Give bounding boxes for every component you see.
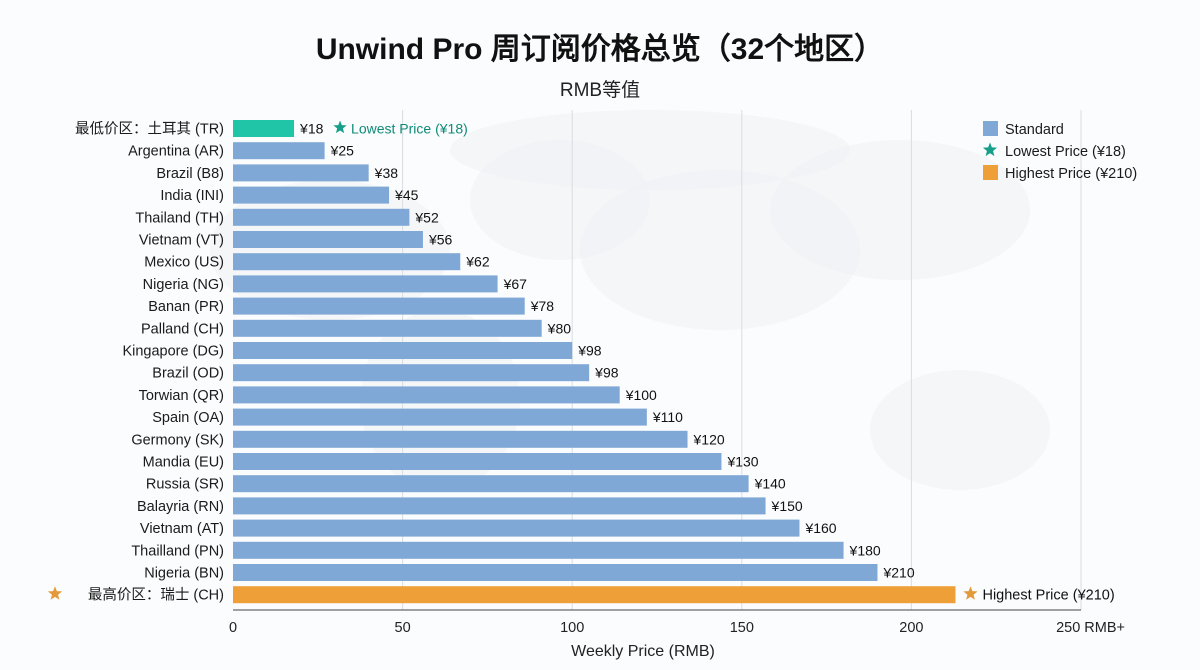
lowest-price-annotation: Lowest Price (¥18) xyxy=(351,121,468,137)
bar-standard xyxy=(233,342,573,359)
value-label: ¥62 xyxy=(465,254,490,270)
value-label: ¥52 xyxy=(414,209,439,225)
bar-standard xyxy=(233,253,461,271)
value-label: ¥130 xyxy=(726,454,758,470)
legend-label: Highest Price (¥210) xyxy=(1005,166,1137,182)
legend-swatch xyxy=(983,121,998,136)
value-label: ¥67 xyxy=(503,276,528,292)
map-shape xyxy=(770,140,1030,280)
category-label: Torwian (QR) xyxy=(139,388,224,404)
bar-highest xyxy=(233,586,956,604)
highest-price-annotation: Highest Price (¥210) xyxy=(982,588,1114,604)
value-label: ¥150 xyxy=(771,498,803,514)
bars xyxy=(233,120,956,604)
bar-standard xyxy=(233,208,410,226)
category-label: Germony (SK) xyxy=(131,432,224,448)
value-label: ¥180 xyxy=(849,542,881,558)
value-label: ¥140 xyxy=(754,476,786,492)
bar-standard xyxy=(233,541,844,559)
category-label: Brazil (B8) xyxy=(156,166,224,182)
value-label: ¥110 xyxy=(652,409,683,425)
value-label: ¥98 xyxy=(594,365,619,381)
value-label: ¥45 xyxy=(394,187,419,203)
annotations: Lowest Price (¥18) Highest Price (¥210) xyxy=(333,120,1115,604)
category-label: Banan (PR) xyxy=(148,299,224,315)
category-label: Vietnam (VT) xyxy=(139,233,224,249)
value-label: ¥38 xyxy=(374,165,399,181)
bar-lowest xyxy=(233,120,295,137)
bar-standard xyxy=(233,453,722,470)
bar-standard xyxy=(233,297,525,315)
x-axis-label: Weekly Price (RMB) xyxy=(571,643,715,660)
bar-standard xyxy=(233,275,498,293)
value-label: ¥18 xyxy=(299,121,324,137)
category-label: Thailand (TH) xyxy=(135,210,224,226)
x-tick-label: 50 xyxy=(395,620,411,636)
bar-standard xyxy=(233,497,766,515)
category-label: Spain (OA) xyxy=(152,410,224,426)
legend-label: Lowest Price (¥18) xyxy=(1005,144,1126,160)
y-axis-labels: 最低价区：土耳其 (TR) Argentina (AR) Brazil (B8) In… xyxy=(47,121,224,604)
x-axis: 0 50 100 150 200 250 RMB+ Weekly Price (RMB) xyxy=(229,609,1125,660)
x-tick-label: 200 xyxy=(899,620,923,636)
bar-standard xyxy=(233,386,620,404)
chart-subtitle: RMB等值 xyxy=(559,80,641,101)
bar-standard xyxy=(233,231,423,248)
map-shape xyxy=(870,370,1050,490)
map-shape xyxy=(450,110,850,190)
star-icon xyxy=(963,586,978,600)
legend-star-icon xyxy=(982,142,998,157)
bar-standard xyxy=(233,319,542,337)
value-label: ¥78 xyxy=(530,298,555,314)
value-label: ¥80 xyxy=(547,320,572,336)
legend-label: Standard xyxy=(1005,122,1064,138)
category-label: Kingapore (DG) xyxy=(122,344,224,360)
x-tick-label: 0 xyxy=(229,620,237,636)
bar-standard xyxy=(233,142,325,160)
category-label: 最高价区：瑞士 (CH) xyxy=(88,587,224,604)
value-label: ¥160 xyxy=(804,520,836,536)
bar-standard xyxy=(233,164,369,182)
value-label: ¥25 xyxy=(330,143,355,159)
category-label: Palland (CH) xyxy=(141,321,224,337)
category-label: India (INI) xyxy=(160,188,224,204)
legend-swatch xyxy=(983,165,998,180)
category-label: Vietnam (AT) xyxy=(140,521,224,537)
bar-standard xyxy=(233,475,749,493)
category-label: Argentina (AR) xyxy=(128,144,224,160)
category-label: Nigeria (BN) xyxy=(144,566,224,582)
value-label: ¥56 xyxy=(428,232,453,248)
bar-standard xyxy=(233,430,688,448)
category-label: Thailland (PN) xyxy=(131,543,224,559)
value-labels: ¥18 ¥25 ¥38 ¥45 ¥52 ¥56 ¥62 ¥67¥78 ¥80 ¥98 ¥98 ¥100… xyxy=(299,121,915,581)
category-label: Russia (SR) xyxy=(146,477,224,493)
chart-title: Unwind Pro 周订阅价格总览（32个地区） xyxy=(315,33,885,66)
category-label: Mexico (US) xyxy=(144,255,224,271)
bar-standard xyxy=(233,564,878,581)
star-icon xyxy=(333,120,347,134)
value-label: ¥100 xyxy=(625,387,657,403)
value-label: ¥98 xyxy=(577,343,602,359)
value-label: ¥120 xyxy=(693,431,725,447)
x-tick-label: 150 xyxy=(730,620,754,636)
x-tick-label-max: 250 RMB+ xyxy=(1056,620,1125,636)
category-label: Nigeria (NG) xyxy=(143,277,224,293)
bar-standard xyxy=(233,186,390,204)
value-label: ¥210 xyxy=(882,565,914,581)
category-label: Brazil (OD) xyxy=(152,366,224,382)
bar-standard xyxy=(233,364,590,382)
star-icon xyxy=(47,586,63,600)
category-label: Balayria (RN) xyxy=(137,499,224,515)
legend: Standard Lowest Price (¥18) Highest Price … xyxy=(982,121,1137,182)
category-label: Mandia (EU) xyxy=(143,455,224,471)
bar-standard xyxy=(233,519,800,537)
bar-standard xyxy=(233,408,647,426)
x-tick-label: 100 xyxy=(560,620,584,636)
category-label: 最低价区：土耳其 (TR) xyxy=(75,121,224,138)
